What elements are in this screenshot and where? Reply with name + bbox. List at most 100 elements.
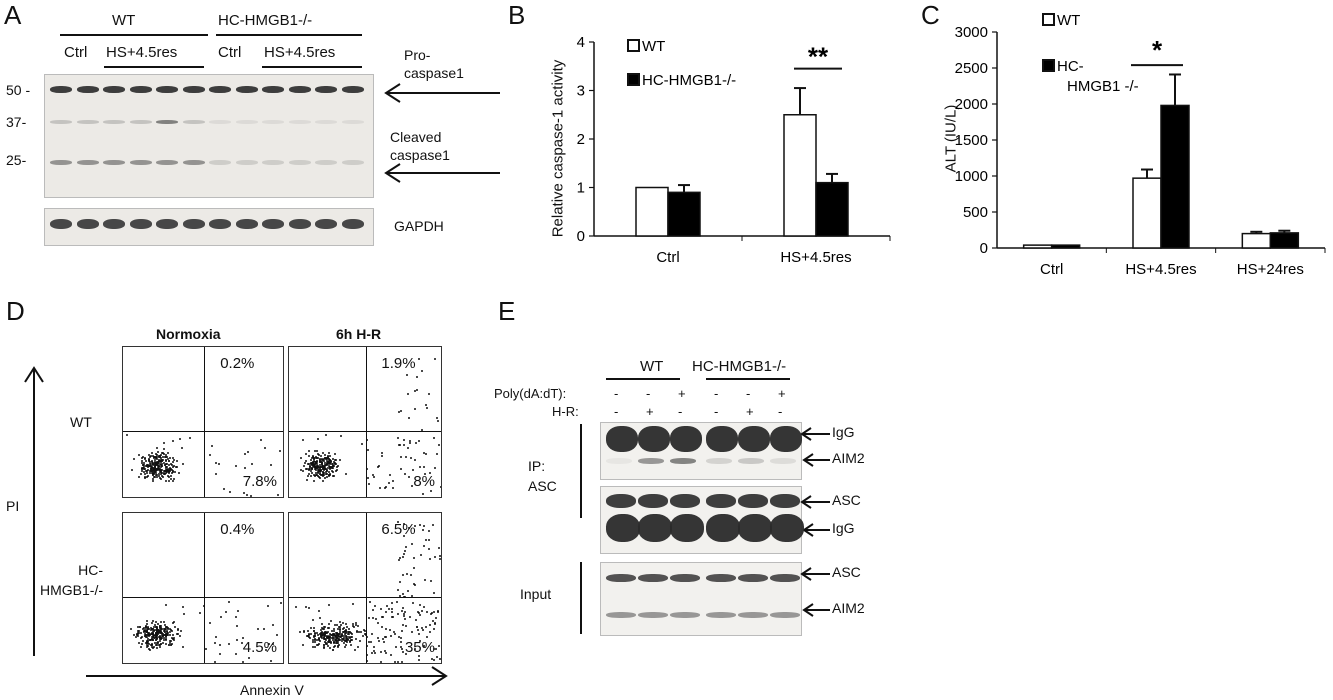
event-dot: [354, 624, 357, 627]
event-dot: [333, 639, 336, 642]
marker-50: 50 -: [6, 82, 31, 98]
event-dot: [146, 471, 149, 474]
event-dot: [169, 634, 172, 637]
event-dot: [328, 467, 331, 470]
event-dot: [155, 625, 158, 628]
panel-c: C ALT (IU/L) 0 500 1000 1500 2000 2500 3000 Ctr…: [905, 0, 1333, 290]
event-dot: [319, 639, 322, 642]
event-dot: [345, 626, 348, 629]
event-dot: [167, 459, 170, 462]
aim2-ip-band: [770, 458, 796, 464]
event-dot: [429, 624, 432, 626]
event-dot: [142, 464, 145, 467]
event-dot: [294, 605, 297, 608]
event-dot: [162, 641, 165, 644]
event-dot: [326, 642, 329, 645]
event-dot: [402, 556, 405, 559]
asc-ip-band: [670, 494, 700, 508]
event-dot: [164, 460, 167, 463]
event-dot: [156, 456, 159, 459]
y-tick-label: 2000: [955, 96, 988, 113]
asc-input-band: [770, 574, 800, 582]
treatment-sign: -: [714, 404, 719, 419]
event-dot: [160, 464, 163, 467]
event-dot: [322, 480, 325, 483]
event-dot: [158, 624, 161, 627]
event-dot: [309, 464, 312, 467]
event-dot: [366, 439, 369, 442]
event-dot: [139, 646, 142, 649]
igg-light-band: [738, 514, 772, 542]
event-dot: [158, 631, 161, 634]
event-dot: [310, 463, 313, 466]
event-dot: [317, 452, 320, 455]
event-dot: [165, 642, 168, 645]
event-dot: [151, 630, 154, 633]
band-arrow: [800, 567, 830, 581]
event-dot: [439, 657, 441, 660]
quadrant-line-vertical: [366, 513, 367, 663]
event-dot: [403, 618, 406, 621]
event-dot: [158, 639, 161, 642]
event-dot: [166, 470, 169, 473]
event-dot: [146, 469, 149, 472]
event-dot: [383, 650, 386, 653]
event-dot: [168, 628, 171, 631]
event-dot: [312, 459, 315, 462]
event-dot: [142, 462, 145, 465]
event-dot: [384, 486, 387, 489]
event-dot: [164, 635, 167, 638]
event-dot: [350, 633, 353, 636]
event-dot: [434, 622, 437, 625]
event-dot: [353, 625, 356, 628]
event-dot: [146, 642, 149, 645]
event-dot: [372, 608, 375, 611]
event-dot: [310, 474, 313, 477]
event-dot: [171, 471, 174, 474]
event-dot: [219, 653, 222, 656]
event-dot: [303, 462, 306, 465]
event-dot: [145, 620, 148, 623]
event-dot: [152, 472, 155, 475]
event-dot: [342, 628, 345, 631]
event-dot: [301, 644, 304, 647]
event-dot: [401, 648, 404, 651]
event-dot: [311, 454, 314, 457]
event-dot: [432, 627, 435, 630]
event-dot: [163, 462, 166, 465]
event-dot: [140, 636, 143, 639]
event-dot: [168, 470, 171, 472]
event-dot: [412, 567, 415, 570]
gapdh-band: [288, 219, 311, 229]
panel-e-arrows: [800, 427, 830, 617]
event-dot: [338, 628, 341, 631]
event-dot: [269, 463, 272, 466]
bar-ko: [1160, 104, 1190, 249]
event-dot: [317, 644, 320, 647]
pro-caspase-band: [182, 86, 205, 93]
event-dot: [361, 634, 364, 637]
event-dot: [145, 644, 148, 647]
event-dot: [411, 469, 414, 472]
event-dot: [154, 641, 157, 644]
event-dot: [172, 466, 175, 468]
event-dot: [351, 639, 354, 642]
event-dot: [158, 473, 161, 476]
event-dot: [421, 492, 424, 495]
event-dot: [373, 604, 376, 607]
event-dot: [308, 634, 311, 637]
panel-d: D Normoxia 6h H-R WT HC- HMGB1-/- PI Ann…: [0, 290, 460, 700]
event-dot: [337, 628, 340, 631]
event-dot: [154, 639, 157, 641]
event-dot: [377, 465, 380, 468]
event-dot: [156, 641, 159, 644]
event-dot: [235, 652, 238, 655]
event-dot: [379, 650, 382, 653]
event-dot: [309, 632, 312, 635]
event-dot: [150, 461, 153, 464]
band-arrow: [800, 495, 830, 509]
event-dot: [346, 640, 349, 643]
event-dot: [403, 612, 406, 615]
event-dot: [178, 635, 181, 638]
event-dot: [400, 646, 403, 649]
